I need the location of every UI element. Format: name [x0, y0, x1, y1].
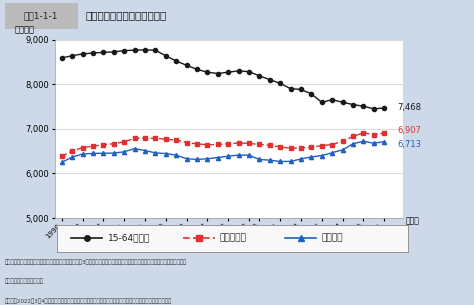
- Text: 図表1-1-1: 図表1-1-1: [23, 11, 57, 20]
- FancyBboxPatch shape: [5, 2, 78, 30]
- Text: （万人）: （万人）: [14, 25, 35, 34]
- Text: 7,468: 7,468: [398, 103, 422, 113]
- Text: 6,907: 6,907: [398, 126, 421, 135]
- Text: 労働力人口: 労働力人口: [220, 234, 247, 243]
- Text: 官室において作成。: 官室において作成。: [5, 279, 44, 285]
- Text: （注）　2022年3月4日に公表されたベンチマーク人口の新基準に基づいて遡及集計した数値を用いている。: （注） 2022年3月4日に公表されたベンチマーク人口の新基準に基づいて遡及集計…: [5, 298, 172, 303]
- Text: （年）: （年）: [405, 216, 419, 225]
- Text: 6,713: 6,713: [398, 140, 422, 149]
- Text: 資料：総務省統計局「労働力調査（基本集計）（令和3年）平均結果」より厚生労働省政策統括官付政策立案・評価担当参事: 資料：総務省統計局「労働力調査（基本集計）（令和3年）平均結果」より厚生労働省政…: [5, 260, 187, 265]
- Text: 労働力人口・就業者数の推移: 労働力人口・就業者数の推移: [85, 10, 166, 20]
- Text: 就業者数: 就業者数: [322, 234, 343, 243]
- Text: 15-64歳人口: 15-64歳人口: [108, 234, 150, 243]
